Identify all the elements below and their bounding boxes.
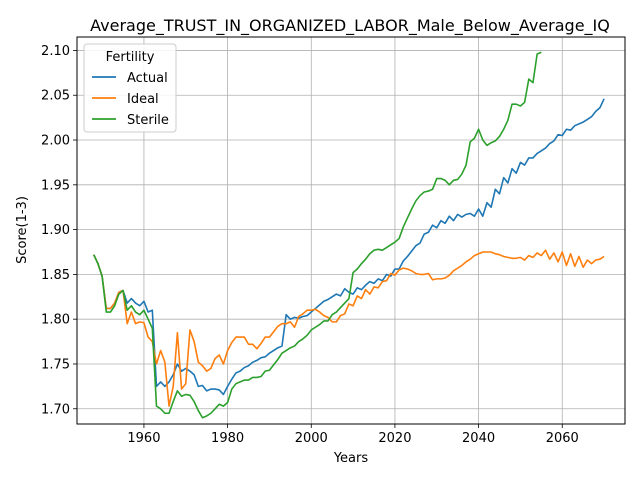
- plot-area-frame: [76, 36, 626, 425]
- series-line-ideal: [93, 249, 605, 407]
- chart-title: Average_TRUST_IN_ORGANIZED_LABOR_Male_Be…: [90, 16, 610, 36]
- legend: Fertility Actual Ideal Sterile: [83, 43, 177, 133]
- legend-label-ideal: Ideal: [127, 92, 159, 107]
- y-tick-label: 1.75: [41, 357, 70, 372]
- x-axis-label: Years: [333, 451, 369, 466]
- y-tick-label: 1.85: [41, 268, 70, 283]
- series-line-sterile: [93, 51, 542, 419]
- y-tick-label: 1.70: [41, 402, 70, 417]
- x-tick-label: 2040: [462, 431, 495, 446]
- legend-label-actual: Actual: [127, 71, 168, 86]
- legend-title: Fertility: [106, 50, 155, 65]
- y-axis: 1.70 1.75 1.80 1.85 1.90 1.95 2.00 2.05 2.10: [41, 44, 77, 417]
- x-tick-label: 1980: [211, 431, 244, 446]
- legend-entries: Actual Ideal Sterile: [92, 71, 169, 128]
- y-tick-label: 1.90: [41, 223, 70, 238]
- series-line-actual: [93, 98, 605, 396]
- y-tick-label: 1.95: [41, 178, 70, 193]
- x-tick-label: 2060: [546, 431, 579, 446]
- x-tick-label: 2020: [378, 431, 411, 446]
- gridlines: [77, 37, 625, 424]
- y-tick-label: 2.00: [41, 134, 70, 149]
- y-axis-label: Score(1-3): [15, 196, 30, 264]
- x-axis: 1960 1980 2000 2020 2040 2060: [127, 424, 579, 446]
- x-tick-label: 2000: [295, 431, 328, 446]
- y-tick-label: 1.80: [41, 313, 70, 328]
- y-tick-label: 2.05: [41, 89, 70, 104]
- series-lines: [93, 51, 605, 419]
- legend-label-sterile: Sterile: [127, 113, 169, 128]
- legend-box: [83, 43, 177, 133]
- x-tick-label: 1960: [127, 431, 160, 446]
- y-tick-label: 2.10: [41, 44, 70, 59]
